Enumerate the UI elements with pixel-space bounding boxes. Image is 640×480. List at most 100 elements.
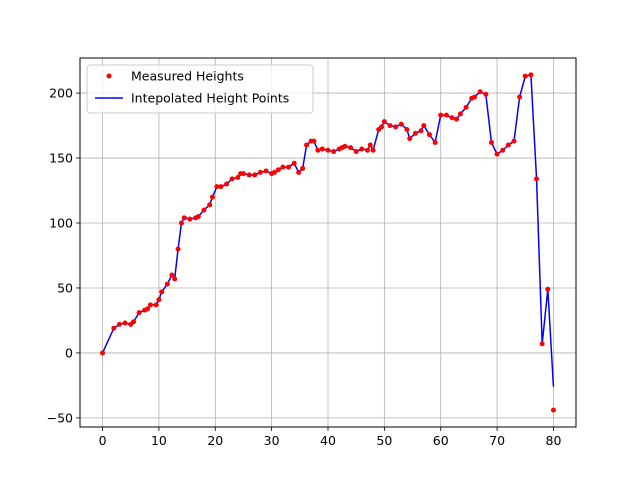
measured-height-point: [224, 181, 230, 187]
measured-height-point: [325, 147, 331, 153]
measured-height-point: [404, 126, 410, 132]
measured-height-point: [246, 172, 252, 178]
measured-height-point: [500, 147, 506, 153]
measured-height-point: [449, 115, 455, 121]
plot-series: [100, 72, 556, 413]
measured-height-point: [443, 112, 449, 118]
measured-height-point: [209, 194, 215, 200]
measured-height-point: [207, 202, 213, 208]
x-tick-label: 80: [546, 433, 562, 448]
measured-height-point: [539, 341, 545, 347]
measured-height-point: [214, 184, 220, 190]
measured-height-point: [426, 132, 432, 138]
measured-height-point: [511, 138, 517, 144]
legend-box: [86, 64, 314, 114]
axis-ticks: 0 10 20 30 40 50 60 70 80 −50 0 50 100 150 200: [47, 86, 562, 448]
measured-height-point: [257, 169, 263, 175]
measured-height-point: [147, 302, 153, 308]
measured-height-point: [235, 175, 241, 181]
measured-height-point: [379, 124, 385, 130]
measured-height-point: [240, 171, 246, 177]
measured-height-point: [159, 289, 165, 295]
measured-height-point: [438, 112, 444, 118]
measured-height-point: [494, 151, 500, 157]
measured-height-point: [421, 123, 427, 129]
measured-height-point: [407, 136, 413, 142]
measured-height-point: [418, 128, 424, 134]
measured-height-point: [195, 214, 201, 220]
measured-height-point: [181, 215, 187, 221]
x-tick-label: 20: [207, 433, 223, 448]
measured-height-point: [156, 297, 162, 303]
x-tick-label: 70: [489, 433, 505, 448]
measured-height-point: [291, 160, 297, 166]
measured-height-point: [296, 169, 302, 175]
measured-height-point: [457, 111, 463, 117]
y-tick-label: 100: [49, 216, 73, 231]
legend: Measured Heights Intepolated Height Point…: [86, 64, 314, 114]
measured-height-point: [252, 172, 258, 178]
y-tick-label: 150: [49, 151, 73, 166]
x-tick-label: 10: [151, 433, 167, 448]
measured-height-point: [367, 142, 373, 148]
y-tick-label: −50: [47, 410, 73, 425]
measured-height-point: [454, 116, 460, 122]
x-tick-label: 30: [264, 433, 280, 448]
measured-height-point: [315, 147, 321, 153]
measured-height-point: [353, 149, 359, 155]
measured-height-point: [432, 139, 438, 145]
measured-height-point: [116, 321, 122, 327]
measured-height-point: [263, 168, 269, 174]
measured-height-point: [534, 176, 540, 182]
legend-measured-label: Measured Heights: [131, 69, 244, 84]
measured-height-point: [381, 119, 387, 125]
measured-height-point: [145, 306, 151, 312]
legend-measured-marker: [106, 73, 112, 79]
measured-height-point: [280, 164, 286, 170]
measured-height-point: [304, 142, 310, 148]
measured-height-point: [271, 169, 277, 175]
measured-height-point: [331, 149, 337, 155]
legend-interpolated-label: Intepolated Height Points: [131, 91, 289, 106]
measured-height-point: [463, 104, 469, 110]
measured-height-point: [153, 302, 159, 308]
grid-lines: [80, 58, 576, 427]
measured-height-point: [522, 73, 528, 79]
measured-height-point: [398, 121, 404, 127]
measured-height-point: [483, 91, 489, 97]
measured-height-point: [550, 407, 556, 413]
measured-height-point: [505, 142, 511, 148]
measured-height-point: [286, 164, 292, 170]
measured-height-point: [393, 124, 399, 130]
y-tick-label: 0: [65, 345, 73, 360]
measured-height-point: [364, 147, 370, 153]
measured-height-point: [528, 72, 534, 78]
measured-height-point: [187, 216, 193, 222]
x-tick-label: 40: [320, 433, 336, 448]
measured-height-point: [275, 167, 281, 173]
measured-height-point: [370, 147, 376, 153]
measured-height-point: [319, 146, 325, 152]
measured-height-point: [387, 123, 393, 129]
measured-height-point: [488, 139, 494, 145]
x-tick-label: 60: [433, 433, 449, 448]
measured-height-point: [472, 94, 478, 100]
measured-height-point: [342, 143, 348, 149]
measured-height-point: [218, 184, 224, 190]
measured-height-point: [201, 207, 207, 213]
x-tick-label: 50: [376, 433, 392, 448]
measured-height-point: [131, 319, 137, 325]
y-tick-label: 200: [49, 86, 73, 101]
measured-height-point: [300, 165, 306, 171]
measured-height-point: [477, 89, 483, 95]
measured-height-point: [229, 176, 235, 182]
measured-height-point: [348, 145, 354, 151]
measured-height-point: [175, 246, 181, 252]
measured-height-point: [122, 320, 128, 326]
y-tick-label: 50: [57, 280, 73, 295]
measured-height-point: [169, 272, 175, 278]
measured-height-point: [359, 146, 365, 152]
measured-height-point: [178, 220, 184, 226]
measured-height-point: [517, 94, 523, 100]
